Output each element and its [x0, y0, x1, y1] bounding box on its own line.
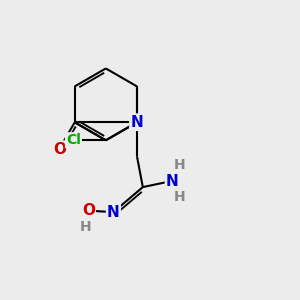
- Text: O: O: [53, 142, 66, 157]
- Text: H: H: [174, 190, 185, 204]
- Text: H: H: [174, 158, 185, 172]
- Text: H: H: [80, 220, 91, 234]
- Text: N: N: [166, 174, 179, 189]
- Text: Cl: Cl: [66, 133, 81, 147]
- Text: N: N: [107, 205, 120, 220]
- Text: O: O: [130, 115, 143, 130]
- Text: O: O: [82, 203, 95, 218]
- Text: N: N: [130, 115, 143, 130]
